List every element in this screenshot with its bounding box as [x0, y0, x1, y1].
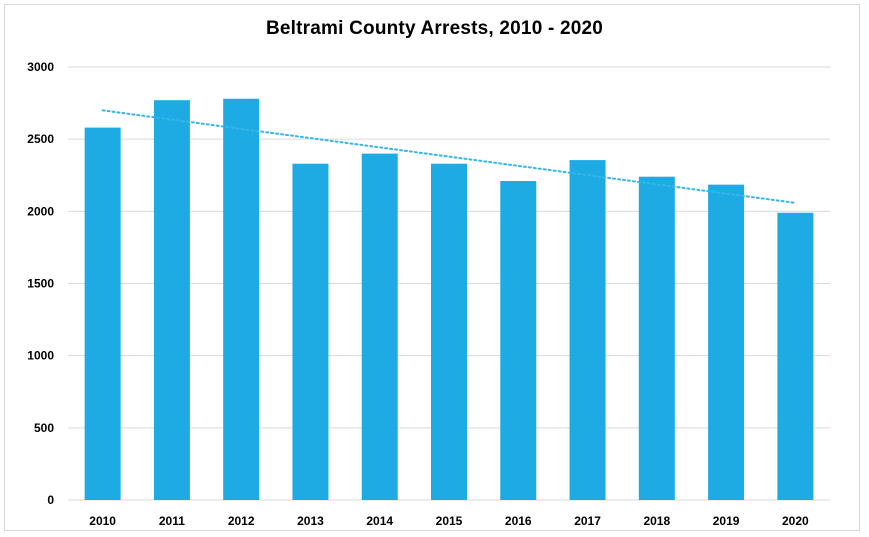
- y-axis-tick-labels: 0 500 1000 1500 2000 2500 3000: [27, 60, 54, 507]
- x-tick-label-2020: 2020: [782, 514, 809, 528]
- x-tick-label-2011: 2011: [159, 514, 185, 528]
- x-tick-label-2013: 2013: [297, 514, 324, 528]
- bar-2019: [708, 185, 744, 500]
- y-tick-label: 1500: [27, 277, 54, 291]
- y-tick-label: 3000: [27, 60, 54, 74]
- bar-2010: [85, 128, 121, 500]
- y-tick-label: 1000: [27, 349, 54, 363]
- bar-2020: [777, 213, 813, 500]
- bars: [85, 99, 814, 500]
- bar-2015: [431, 164, 467, 500]
- x-axis-tick-labels: 2010 2011 2012 2013 2014 2015 2016 2017 2018 2019…: [89, 514, 809, 528]
- x-tick-label-2010: 2010: [89, 514, 116, 528]
- x-tick-label-2016: 2016: [505, 514, 532, 528]
- bar-2012: [223, 99, 259, 500]
- x-tick-label-2019: 2019: [713, 514, 740, 528]
- y-tick-label: 2500: [27, 132, 54, 146]
- x-tick-label-2015: 2015: [436, 514, 463, 528]
- x-tick-label-2012: 2012: [228, 514, 255, 528]
- bar-2013: [292, 164, 328, 500]
- y-tick-label: 0: [47, 493, 54, 507]
- bar-2011: [154, 100, 190, 500]
- bar-2014: [362, 154, 398, 500]
- bar-2016: [500, 181, 536, 500]
- x-tick-label-2014: 2014: [366, 514, 393, 528]
- x-tick-label-2018: 2018: [643, 514, 670, 528]
- y-tick-label: 2000: [27, 204, 54, 218]
- x-tick-label-2017: 2017: [574, 514, 601, 528]
- bar-2018: [639, 177, 675, 500]
- bar-2017: [570, 160, 606, 500]
- y-tick-label: 500: [34, 421, 54, 435]
